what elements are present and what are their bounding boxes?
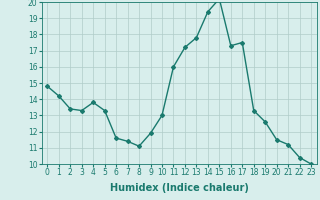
X-axis label: Humidex (Indice chaleur): Humidex (Indice chaleur) [110, 183, 249, 193]
